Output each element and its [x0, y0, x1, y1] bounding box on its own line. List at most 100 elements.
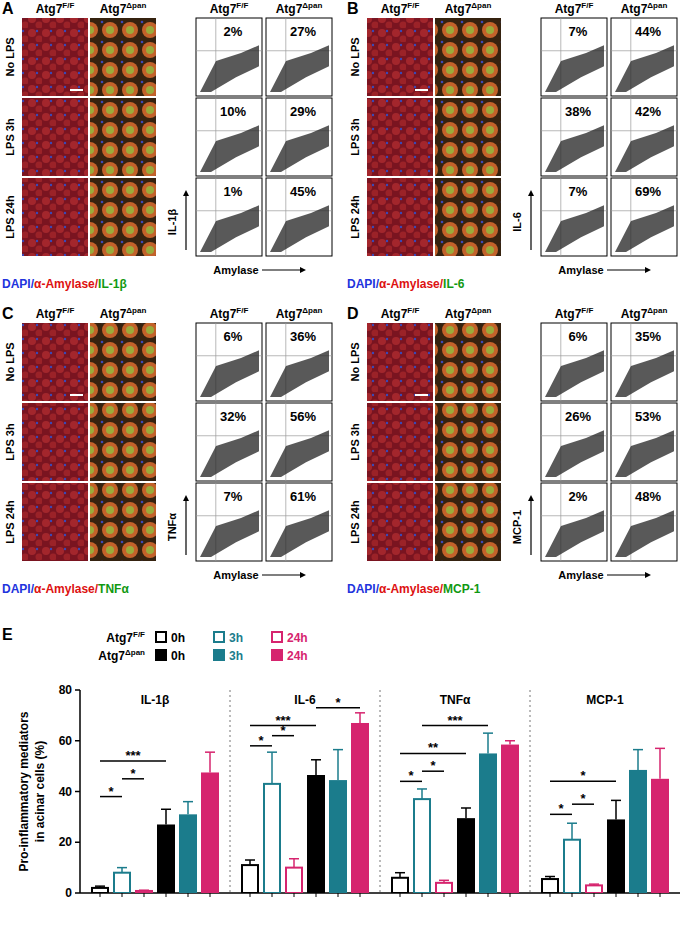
error-cap: [545, 876, 555, 878]
genotype-label: Atg7Δpan: [98, 648, 145, 663]
bar: [329, 780, 347, 893]
genotype-base: Atg7: [381, 307, 408, 321]
arrow-head: [645, 572, 651, 578]
legend-swatch: [155, 649, 167, 661]
error-stem: [421, 789, 423, 799]
genotype-superscript: F/F: [236, 1, 248, 10]
x-axis-label: Amylase: [558, 569, 603, 581]
percentage: 7%: [569, 24, 588, 39]
error-cap: [655, 748, 665, 750]
stain-part: α-Amylase/: [34, 582, 99, 596]
error-cap: [567, 822, 577, 824]
genotype-label: Atg7Δpan: [621, 1, 668, 16]
bar: [542, 879, 558, 893]
genotype-base: Atg7: [276, 307, 303, 321]
error-bar: [655, 748, 665, 778]
bar: [136, 891, 152, 893]
stain-part: α-Amylase/: [34, 277, 99, 291]
bar: [457, 818, 475, 893]
error-bar: [355, 713, 365, 723]
bar: [392, 878, 408, 893]
bar: [586, 885, 602, 893]
percentage: 38%: [565, 104, 591, 119]
arrow-head: [645, 267, 651, 273]
row-label: LPS 24h: [349, 500, 361, 544]
stain-caption: DAPI/α-Amylase/IL-6: [347, 277, 465, 291]
y-tick: [75, 740, 80, 742]
percentage: 7%: [569, 184, 588, 199]
scatter-cloud: [615, 430, 674, 477]
panel-label: E: [2, 626, 13, 643]
scatter-frame: [196, 178, 262, 256]
x-tick: [550, 893, 551, 897]
error-cap: [417, 788, 427, 790]
scatter-cloud: [270, 350, 329, 397]
y-tick: [75, 791, 80, 793]
genotype-superscript: Δpan: [125, 648, 145, 657]
genotype-superscript: F/F: [407, 1, 419, 10]
scatter-frame: [266, 98, 332, 176]
micrograph: [435, 483, 501, 561]
error-stem: [615, 800, 617, 819]
genotype-label: Atg7Δpan: [276, 1, 323, 16]
x-tick: [660, 893, 661, 897]
category-label: MCP-1: [586, 693, 624, 707]
micrograph: [435, 18, 501, 96]
bar: [307, 775, 325, 893]
row-label: No LPS: [349, 342, 361, 381]
error-stem: [165, 809, 167, 824]
significance-label: *: [335, 695, 341, 710]
bar: [414, 799, 430, 893]
legend-label: 3h: [229, 649, 243, 663]
genotype-base: Atg7: [98, 649, 125, 663]
x-tick: [338, 893, 339, 897]
scatter-frame: [611, 178, 677, 256]
error-bar: [439, 880, 449, 883]
panel-label: A: [2, 0, 14, 17]
stain-caption: DAPI/α-Amylase/IL-1β: [2, 277, 127, 291]
error-stem: [271, 752, 273, 784]
genotype-superscript: Δpan: [302, 306, 322, 315]
error-cap: [633, 749, 643, 751]
error-stem: [121, 868, 123, 873]
error-stem: [359, 713, 361, 723]
scatter-frame: [611, 323, 677, 401]
percentage: 10%: [220, 104, 246, 119]
scatter-cloud: [615, 45, 674, 92]
error-bar: [611, 800, 621, 819]
scatter-cloud: [200, 205, 259, 252]
x-tick: [316, 893, 317, 897]
genotype-base: Atg7: [210, 2, 237, 16]
arrow: [530, 196, 531, 250]
x-tick: [444, 893, 445, 897]
genotype-base: Atg7: [36, 307, 63, 321]
legend-label: 0h: [171, 649, 185, 663]
error-cap: [95, 885, 105, 887]
genotype-superscript: F/F: [407, 306, 419, 315]
significance-label: ***: [447, 713, 463, 728]
error-bar: [267, 752, 277, 784]
significance-label: *: [130, 766, 136, 781]
stain-part: IL-1β: [98, 277, 127, 291]
genotype-base: Atg7: [621, 2, 648, 16]
genotype-label: Atg7F/F: [106, 630, 145, 645]
legend-swatch: [213, 649, 225, 661]
error-bar: [95, 886, 105, 888]
genotype-base: Atg7: [381, 2, 408, 16]
y-axis-title: Pro-inflammatory mediators: [17, 711, 31, 871]
figure: AAtg7F/FAtg7F/FAtg7ΔpanAtg7ΔpanNo LPS2%2…: [0, 0, 685, 928]
group-separator: [230, 690, 231, 893]
scatter-cloud: [200, 350, 259, 397]
genotype-base: Atg7: [621, 307, 648, 321]
legend-swatch: [271, 649, 283, 661]
x-tick: [572, 893, 573, 897]
x-tick: [272, 893, 273, 897]
genotype-base: Atg7: [445, 2, 472, 16]
percentage: 6%: [224, 329, 243, 344]
scatter-frame: [541, 483, 607, 561]
error-cap: [611, 800, 621, 802]
percentage: 6%: [569, 329, 588, 344]
micrograph: [90, 178, 156, 256]
group-separator: [380, 690, 381, 893]
scatter-frame: [266, 403, 332, 481]
